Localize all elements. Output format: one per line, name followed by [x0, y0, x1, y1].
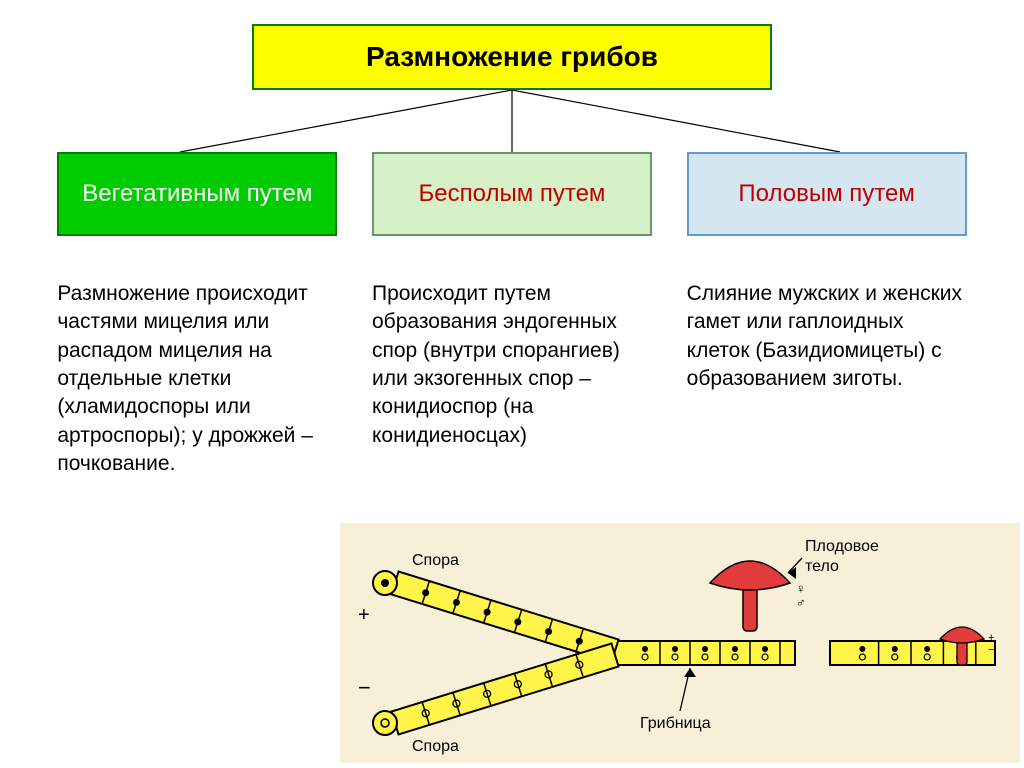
- svg-text:+: +: [358, 604, 370, 626]
- title-box: Размножение грибов: [252, 24, 772, 90]
- branch-label: Вегетативным путем: [82, 178, 312, 209]
- svg-text:Грибница: Грибница: [640, 715, 711, 732]
- branch-label: Половым путем: [738, 178, 914, 209]
- branch-vegetative: Вегетативным путем: [57, 152, 337, 236]
- svg-text:♂: ♂: [796, 595, 806, 610]
- svg-text:Спора: Спора: [412, 552, 459, 569]
- svg-text:−: −: [988, 644, 994, 656]
- title-text: Размножение грибов: [366, 41, 658, 73]
- desc-sexual: Слияние мужских и женских гамет или гапл…: [687, 280, 967, 478]
- branches-row: Вегетативным путем Бесполым путем Половы…: [0, 152, 1024, 236]
- branch-asexual: Бесполым путем: [372, 152, 652, 236]
- svg-text:+: +: [988, 632, 994, 644]
- svg-text:Плодовое: Плодовое: [805, 538, 879, 555]
- svg-text:тело: тело: [805, 558, 839, 575]
- svg-text:Спора: Спора: [412, 738, 459, 755]
- connector-lines: [0, 90, 1024, 152]
- svg-text:−: −: [358, 675, 371, 700]
- desc-asexual: Происходит путем образования эндогенных …: [372, 280, 652, 478]
- desc-vegetative: Размножение происходит частями мицелия и…: [57, 280, 337, 478]
- branch-label: Бесполым путем: [419, 178, 606, 209]
- reproduction-diagram: ♀♂СпораСпораПлодовоетелоГрибница+−+−: [340, 523, 1020, 763]
- descriptions-row: Размножение происходит частями мицелия и…: [0, 280, 1024, 478]
- branch-sexual: Половым путем: [687, 152, 967, 236]
- svg-text:♀: ♀: [796, 581, 806, 596]
